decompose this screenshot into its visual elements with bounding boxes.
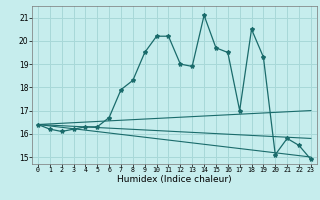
X-axis label: Humidex (Indice chaleur): Humidex (Indice chaleur) bbox=[117, 175, 232, 184]
